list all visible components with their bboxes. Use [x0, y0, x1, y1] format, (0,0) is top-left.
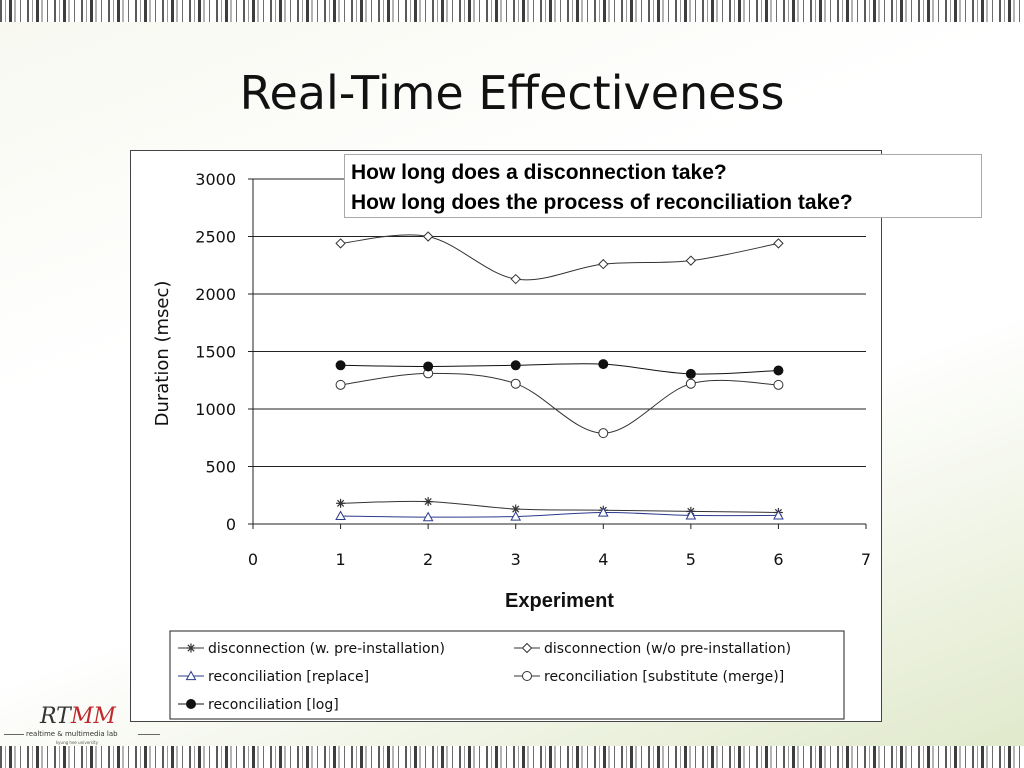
- data-point: [335, 510, 346, 521]
- x-tick-label: 1: [335, 550, 345, 569]
- data-point: [510, 510, 522, 521]
- legend-label: disconnection (w. pre-installation): [208, 641, 445, 657]
- data-point: [773, 238, 784, 249]
- legend-label: disconnection (w/o pre-installation): [544, 641, 791, 657]
- data-point: [597, 506, 609, 517]
- rtmm-lab-logo: RTMM realtime & multimedia lab kyung hee…: [0, 700, 165, 746]
- legend-item: disconnection (w. pre-installation): [178, 641, 445, 657]
- x-tick-label: 0: [248, 550, 258, 569]
- logo-letters-mm: MM: [70, 704, 116, 729]
- logo-rule-right: [138, 734, 160, 735]
- data-point: [773, 365, 784, 376]
- legend-item: reconciliation [log]: [178, 697, 339, 713]
- logo-tagline: realtime & multimedia lab: [26, 730, 118, 738]
- legend-item: disconnection (w/o pre-installation): [514, 641, 791, 657]
- series-4: [335, 359, 784, 379]
- data-point: [423, 497, 433, 507]
- bottom-decorative-barcode: [0, 746, 1024, 768]
- legend-label: reconciliation [substitute (merge)]: [544, 669, 784, 685]
- y-tick-label: 500: [205, 458, 236, 477]
- data-point: [773, 379, 784, 390]
- y-axis-title: Duration (msec): [152, 281, 173, 427]
- y-tick-label: 0: [226, 515, 236, 534]
- y-tick-label: 3000: [195, 170, 236, 189]
- logo-letters-rt: RT: [40, 704, 71, 729]
- logo-mark: RTMM: [40, 704, 116, 729]
- data-point: [598, 428, 609, 439]
- data-point: [510, 378, 521, 389]
- data-point: [510, 273, 521, 285]
- x-tick-label: 3: [511, 550, 521, 569]
- chart-frame: [130, 150, 882, 722]
- data-point: [598, 359, 609, 370]
- legend-marker: [521, 642, 533, 654]
- x-tick-label: 7: [861, 550, 871, 569]
- x-tick-label: 2: [423, 550, 433, 569]
- data-point: [685, 255, 697, 266]
- legend-marker: [522, 671, 532, 681]
- x-tick-label: 5: [686, 550, 696, 569]
- data-point: [336, 498, 346, 508]
- data-point: [773, 509, 784, 520]
- callout-line-2: How long does the process of reconciliat…: [351, 191, 853, 214]
- callout-line-1: How long does a disconnection take?: [351, 161, 727, 184]
- data-point: [510, 360, 521, 371]
- data-point: [685, 509, 697, 520]
- data-point: [598, 258, 609, 270]
- logo-subline: kyung hee university: [56, 740, 98, 745]
- series-2: [335, 506, 784, 522]
- data-point: [335, 379, 346, 390]
- legend-item: reconciliation [substitute (merge)]: [514, 669, 784, 685]
- chart-legend: disconnection (w. pre-installation) disco…: [169, 630, 845, 720]
- x-axis-title: Experiment: [505, 590, 614, 612]
- y-tick-label: 1500: [195, 343, 236, 362]
- data-point: [422, 231, 434, 242]
- series-line: [340, 511, 779, 518]
- legend-box: [169, 630, 845, 720]
- logo-rule-left: [4, 734, 24, 735]
- legend-marker: [185, 670, 197, 681]
- series-1: [335, 231, 784, 285]
- y-tick-label: 2000: [195, 285, 236, 304]
- series-line: [340, 363, 779, 375]
- legend-marker: [186, 643, 196, 653]
- x-tick-label: 4: [598, 550, 608, 569]
- legend-label: reconciliation [replace]: [208, 669, 369, 685]
- data-point: [423, 361, 434, 372]
- data-point: [335, 238, 346, 249]
- data-point: [685, 378, 696, 389]
- duration-line-chart: 0 500 1000 1500 2000 2500 3000 0 1 2 3 4 5 6 7 Experim…: [152, 170, 871, 720]
- data-point: [335, 360, 346, 371]
- y-tick-label: 2500: [195, 228, 236, 247]
- series-line: [340, 372, 779, 434]
- question-callout: How long does a disconnection take? How …: [344, 154, 982, 218]
- series-line: [340, 234, 779, 281]
- x-tick-label: 6: [773, 550, 783, 569]
- y-tick-label: 1000: [195, 400, 236, 419]
- series-line: [340, 500, 779, 513]
- data-point: [422, 511, 434, 522]
- top-decorative-barcode: [0, 0, 1024, 22]
- legend-item: reconciliation [replace]: [178, 669, 369, 685]
- data-point: [685, 368, 696, 379]
- series-3: [335, 368, 784, 439]
- legend-label: reconciliation [log]: [208, 697, 339, 713]
- slide-title: Real-Time Effectiveness: [239, 66, 785, 120]
- legend-marker: [186, 699, 196, 709]
